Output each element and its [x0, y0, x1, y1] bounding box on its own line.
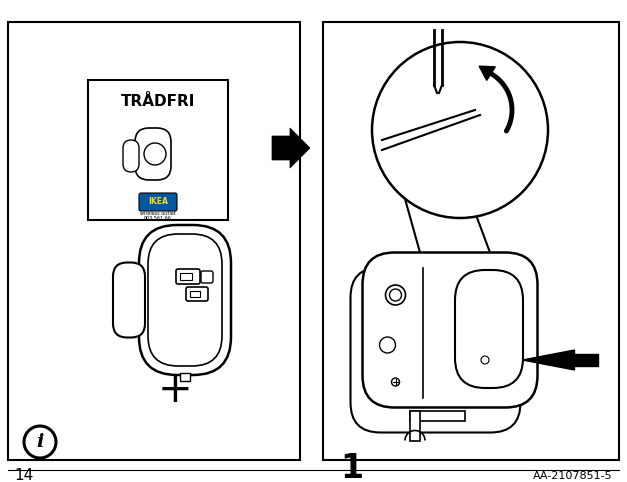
FancyBboxPatch shape: [148, 234, 222, 366]
FancyBboxPatch shape: [176, 269, 200, 284]
Circle shape: [386, 285, 406, 305]
Circle shape: [391, 378, 399, 386]
Circle shape: [144, 143, 166, 165]
FancyBboxPatch shape: [186, 287, 208, 301]
Bar: [410, 411, 420, 441]
FancyBboxPatch shape: [362, 253, 537, 407]
Polygon shape: [479, 66, 495, 80]
FancyBboxPatch shape: [139, 193, 177, 211]
FancyBboxPatch shape: [201, 271, 213, 283]
Circle shape: [389, 289, 401, 301]
Text: 1: 1: [340, 452, 363, 482]
Text: AA-2107851-5: AA-2107851-5: [534, 471, 613, 481]
Polygon shape: [272, 128, 310, 168]
Bar: [323, 22, 619, 460]
Text: +: +: [157, 369, 192, 411]
Bar: [180, 373, 190, 381]
Text: TRÅDFRI: TRÅDFRI: [121, 94, 195, 109]
Polygon shape: [522, 350, 574, 370]
FancyBboxPatch shape: [455, 270, 523, 388]
Bar: [190, 291, 200, 297]
FancyBboxPatch shape: [139, 225, 231, 375]
Text: i: i: [36, 433, 44, 451]
Circle shape: [481, 356, 489, 364]
FancyBboxPatch shape: [350, 268, 520, 432]
Text: 14: 14: [14, 469, 33, 482]
Circle shape: [372, 42, 548, 218]
Bar: [410, 411, 465, 420]
FancyBboxPatch shape: [113, 263, 145, 337]
Circle shape: [24, 426, 56, 458]
FancyBboxPatch shape: [123, 140, 139, 172]
Bar: [180, 273, 192, 280]
Text: IKEA: IKEA: [148, 198, 168, 206]
FancyBboxPatch shape: [135, 128, 171, 180]
Bar: [88, 80, 228, 220]
Bar: [8, 22, 300, 460]
Circle shape: [379, 337, 396, 353]
Text: wireless outlet
903.561.66: wireless outlet 903.561.66: [140, 211, 176, 221]
